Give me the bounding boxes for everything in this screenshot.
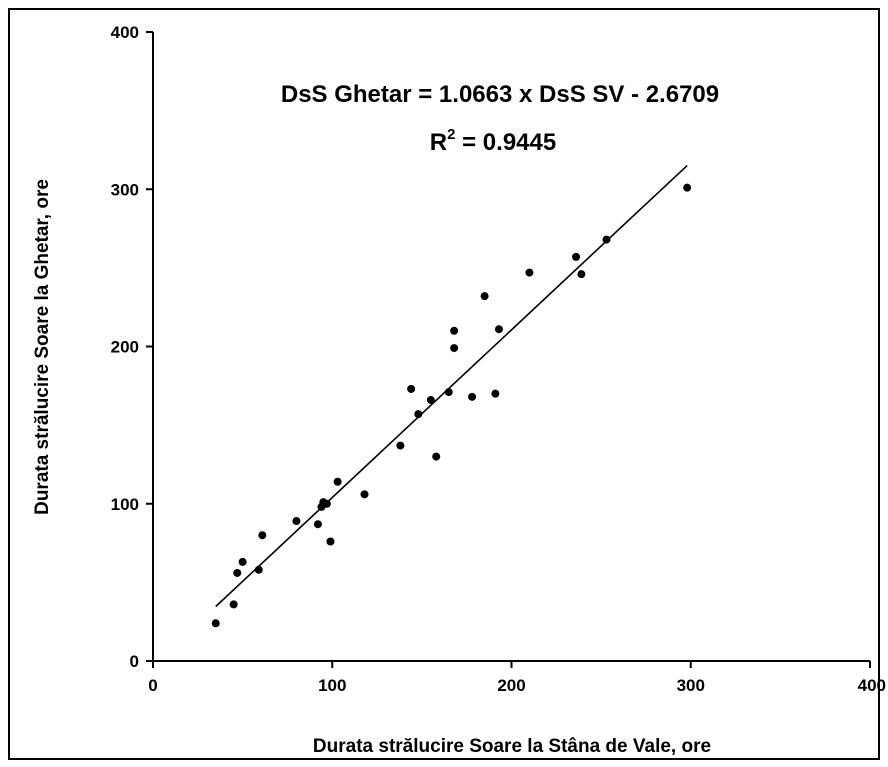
x-tick-label: 400 bbox=[858, 676, 886, 695]
r-squared-label: R2 = 0.9445 bbox=[430, 126, 556, 156]
data-point bbox=[211, 619, 220, 628]
data-point bbox=[326, 537, 335, 546]
r-squared-superscript: 2 bbox=[447, 126, 455, 143]
data-point bbox=[683, 183, 692, 192]
trendline-equation: DsS Ghetar = 1.0663 x DsS SV - 2.6709 bbox=[281, 81, 719, 108]
data-point bbox=[525, 268, 534, 277]
data-point bbox=[494, 325, 503, 334]
y-axis-title: Durata strălucire Soare la Ghetar, ore bbox=[32, 179, 53, 515]
data-point bbox=[444, 388, 453, 397]
data-point bbox=[432, 452, 441, 461]
data-point bbox=[450, 326, 459, 335]
data-point bbox=[426, 395, 435, 404]
data-point bbox=[396, 441, 405, 450]
data-point bbox=[313, 520, 322, 529]
trendline-group bbox=[215, 164, 688, 608]
data-point bbox=[572, 252, 581, 261]
data-point bbox=[292, 517, 301, 526]
data-point bbox=[254, 565, 263, 574]
data-point bbox=[602, 235, 611, 244]
data-point bbox=[480, 292, 489, 301]
x-axis-title: Durata strălucire Soare la Stâna de Vale… bbox=[313, 736, 711, 757]
data-point bbox=[258, 531, 267, 540]
r-squared-value: = 0.9445 bbox=[455, 129, 556, 156]
data-point bbox=[468, 392, 477, 401]
y-tick-label: 400 bbox=[111, 23, 139, 42]
data-point bbox=[229, 600, 238, 609]
y-tick-label: 0 bbox=[130, 652, 139, 671]
y-tick-label: 200 bbox=[111, 338, 139, 357]
x-tick-label: 200 bbox=[497, 676, 525, 695]
x-ticks: 0 100 200 300 400 bbox=[148, 661, 886, 695]
data-point bbox=[491, 389, 500, 398]
data-point bbox=[414, 410, 423, 419]
data-point bbox=[238, 557, 247, 566]
x-tick-label: 100 bbox=[318, 676, 346, 695]
data-point bbox=[233, 568, 242, 577]
trendline bbox=[215, 164, 688, 608]
x-tick-label: 0 bbox=[148, 676, 157, 695]
data-point bbox=[577, 270, 586, 279]
r-squared-r: R bbox=[430, 129, 447, 156]
data-point bbox=[322, 499, 331, 508]
data-points bbox=[211, 183, 692, 628]
y-tick-label: 300 bbox=[111, 180, 139, 199]
y-ticks: 0 100 200 300 400 bbox=[111, 23, 153, 671]
data-point bbox=[333, 477, 342, 486]
data-point bbox=[360, 490, 369, 499]
data-point bbox=[407, 384, 416, 393]
y-tick-label: 100 bbox=[111, 495, 139, 514]
x-tick-label: 300 bbox=[677, 676, 705, 695]
data-point bbox=[450, 344, 459, 353]
